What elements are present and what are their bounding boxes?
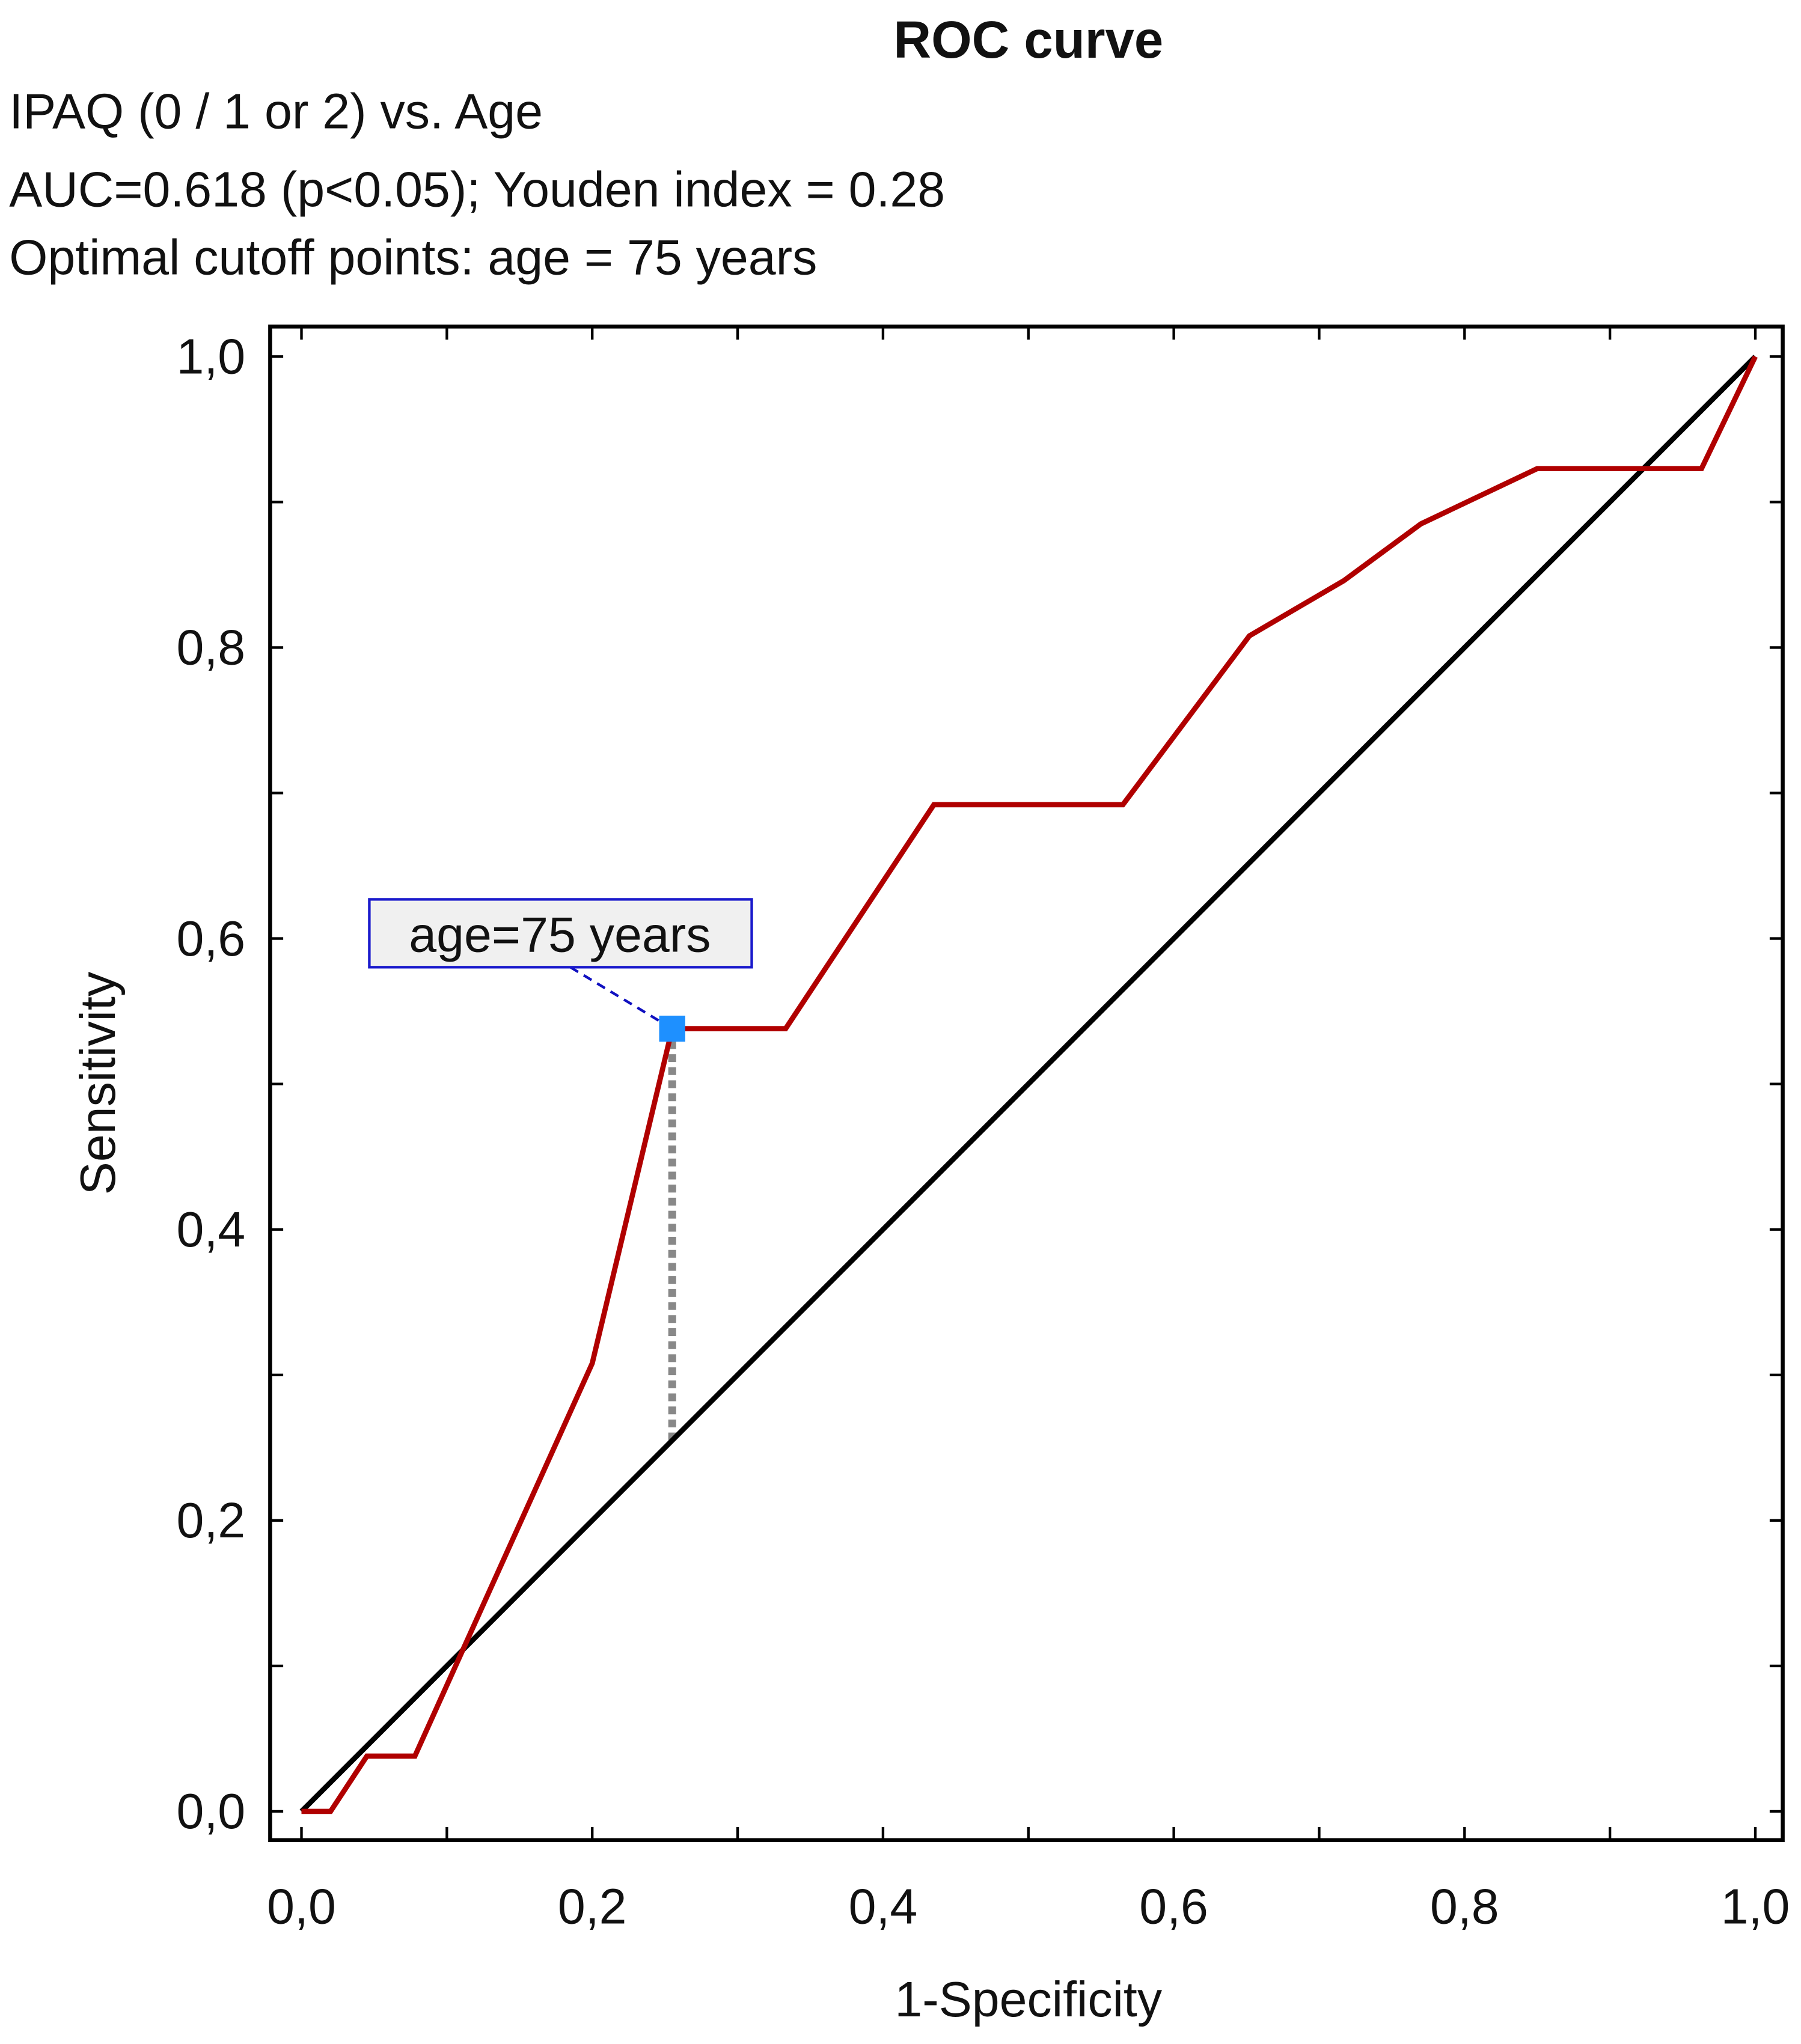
x-tick-label: 0,6 xyxy=(1139,1879,1208,1935)
subtitle-line-3: Optimal cutoff points: age = 75 years xyxy=(9,230,817,285)
x-axis-label: 1-Specificity xyxy=(894,1972,1162,2027)
x-tick-label: 0,4 xyxy=(849,1879,918,1935)
annotation-leader xyxy=(569,966,673,1030)
y-axis-label: Sensitivity xyxy=(70,971,126,1195)
x-tick-label: 0,8 xyxy=(1430,1879,1499,1935)
chart-title: ROC curve xyxy=(893,11,1163,69)
annotation-box xyxy=(368,898,753,969)
y-tick-label: 1,0 xyxy=(176,329,245,385)
y-tick-label: 0,2 xyxy=(176,1493,245,1548)
optimal-cutoff-marker xyxy=(659,1015,685,1042)
y-tick-label: 0,8 xyxy=(176,620,245,676)
subtitle-line-1: IPAQ (0 / 1 or 2) vs. Age xyxy=(9,84,543,139)
y-tick-label: 0,6 xyxy=(176,911,245,966)
y-tick-label: 0,0 xyxy=(176,1784,245,1839)
y-tick-label: 0,4 xyxy=(176,1202,245,1257)
reference-line xyxy=(299,355,1758,1814)
x-tick-label: 0,0 xyxy=(267,1879,336,1935)
x-tick-label: 0,2 xyxy=(558,1879,627,1935)
subtitle-line-2: AUC=0.618 (p<0.05); Youden index = 0.28 xyxy=(9,162,945,218)
annotation-label: age=75 years xyxy=(409,907,711,962)
x-tick-label: 1,0 xyxy=(1721,1879,1790,1935)
